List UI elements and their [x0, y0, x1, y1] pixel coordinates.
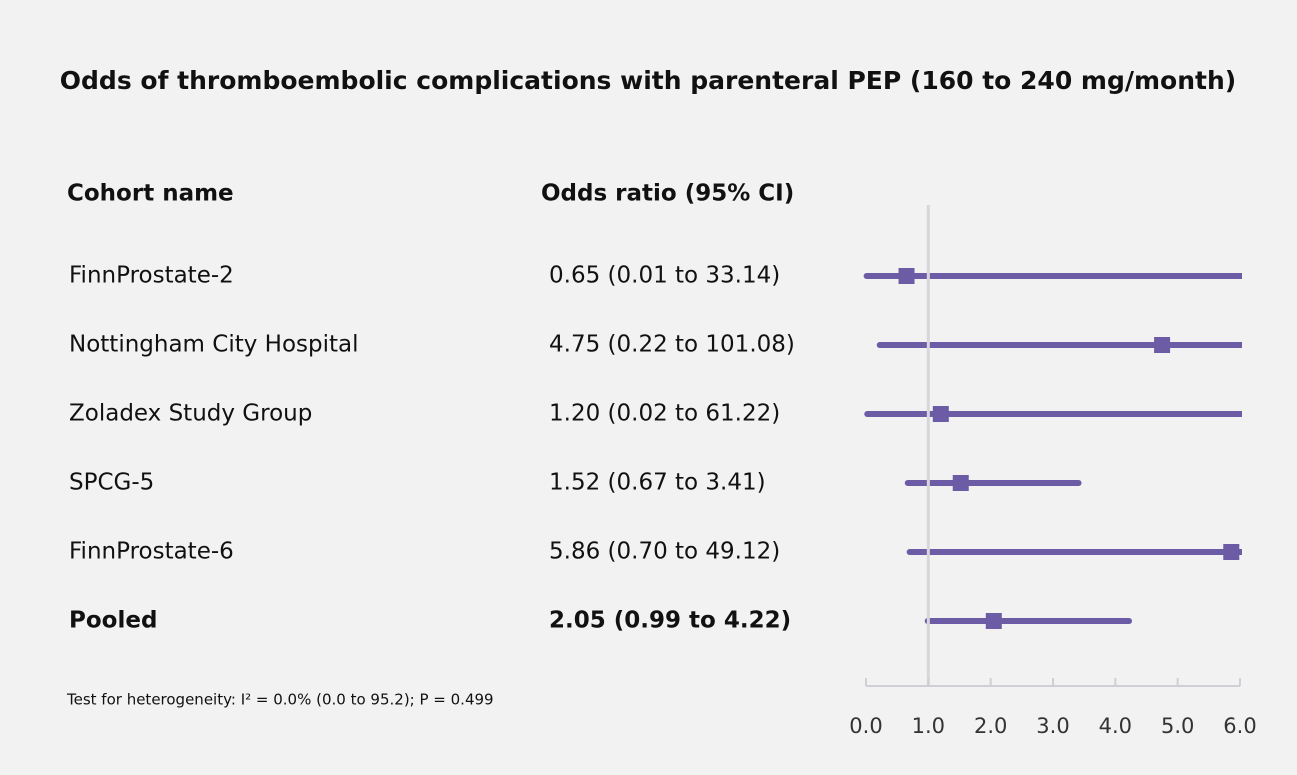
x-tick-label: 6.0	[1223, 714, 1256, 738]
odds-ratio-label: 5.86 (0.70 to 49.12)	[549, 539, 780, 565]
x-tick-label: 3.0	[1036, 714, 1069, 738]
point-estimate	[1223, 544, 1240, 560]
cohort-name: SPCG-5	[69, 470, 154, 496]
column-header: Odds ratio (95% CI)	[541, 181, 794, 207]
cohort-name: FinnProstate-2	[69, 263, 234, 289]
x-tick-label: 4.0	[1099, 714, 1132, 738]
point-estimate	[898, 268, 915, 284]
pooled-name: Pooled	[69, 608, 157, 634]
plot-area	[863, 268, 1242, 629]
x-tick-label: 0.0	[849, 714, 882, 738]
x-tick-label: 5.0	[1161, 714, 1194, 738]
point-estimate	[952, 475, 969, 491]
cohort-name: Zoladex Study Group	[69, 401, 312, 427]
odds-ratio-label: 1.20 (0.02 to 61.22)	[549, 401, 780, 427]
pooled-label: 2.05 (0.99 to 4.22)	[549, 608, 791, 634]
chart-title: Odds of thromboembolic complications wit…	[60, 66, 1236, 95]
odds-ratio-label: 1.52 (0.67 to 3.41)	[549, 470, 766, 496]
footnote: Test for heterogeneity: I² = 0.0% (0.0 t…	[66, 691, 494, 709]
odds-ratio-label: 0.65 (0.01 to 33.14)	[549, 263, 780, 289]
cohort-name: FinnProstate-6	[69, 539, 234, 565]
point-estimate	[985, 613, 1002, 629]
column-header: Cohort name	[67, 181, 234, 207]
cohort-name: Nottingham City Hospital	[69, 332, 359, 358]
point-estimate	[932, 406, 949, 422]
x-tick-label: 1.0	[912, 714, 945, 738]
point-estimate	[1154, 337, 1171, 353]
x-tick-label: 2.0	[974, 714, 1007, 738]
odds-ratio-label: 4.75 (0.22 to 101.08)	[549, 332, 795, 358]
